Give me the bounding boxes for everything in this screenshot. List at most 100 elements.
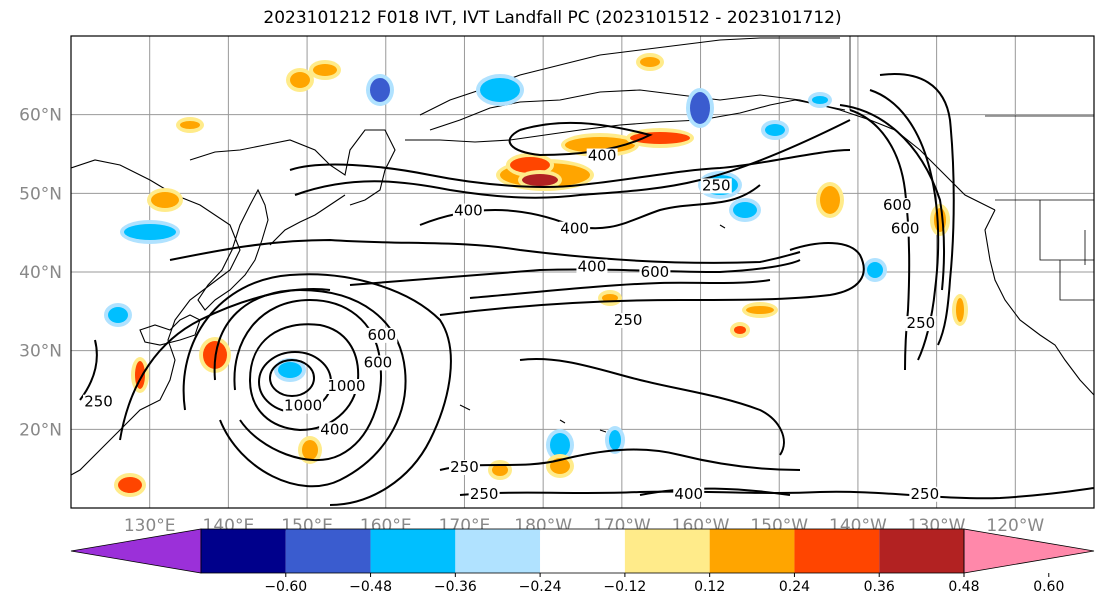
- colorbar-segment: [370, 529, 456, 573]
- colorbar-tick-label: −0.36: [434, 579, 477, 595]
- shading-blob: [313, 64, 337, 76]
- contour-label: 250: [907, 314, 936, 332]
- shading-blob: [550, 433, 570, 457]
- contour-label: 600: [891, 220, 920, 238]
- shading-blob: [867, 262, 883, 278]
- contour-label-bg: [283, 398, 324, 414]
- contour-label: 1000: [284, 397, 322, 415]
- contour-label: 250: [614, 311, 643, 329]
- shading-blob: [690, 92, 710, 124]
- coastlines: [71, 37, 1094, 476]
- contour-label: 400: [454, 202, 483, 220]
- shading-blob: [734, 326, 746, 334]
- colorbar-segment: [709, 529, 795, 573]
- latitude-label: 60°N: [19, 106, 62, 126]
- contour-label: 250: [84, 393, 113, 411]
- contour-label: 250: [910, 485, 939, 503]
- colorbar-tick-label: 0.60: [1033, 579, 1064, 595]
- colorbar-frame: [200, 528, 965, 574]
- shading-blob: [124, 224, 176, 240]
- shading-blob: [370, 78, 390, 102]
- contour-label-bg: [366, 327, 398, 343]
- shading-blob: [510, 157, 550, 173]
- shading-blob: [640, 57, 660, 67]
- colorbar-tick-label: −0.60: [264, 579, 307, 595]
- contour-label-bg: [639, 264, 671, 280]
- shading-blob: [956, 298, 964, 322]
- contour-label-bg: [612, 312, 644, 328]
- colorbar-segment: [455, 529, 541, 573]
- latitude-label: 50°N: [19, 184, 62, 204]
- map-title: 2023101212 F018 IVT, IVT Landfall PC (20…: [263, 8, 842, 28]
- ivt-contours: [79, 73, 1094, 506]
- shading-blob: [118, 477, 142, 493]
- contour-label: 400: [320, 420, 349, 438]
- contour-label-bg: [559, 221, 591, 237]
- colorbar: [70, 528, 1095, 574]
- contour-label: 250: [702, 176, 731, 194]
- shading-blob: [746, 306, 774, 314]
- latitude-label: 30°N: [19, 342, 62, 362]
- shading-blob: [302, 440, 318, 460]
- colorbar-segment: [879, 529, 964, 573]
- shading-blob: [765, 124, 785, 136]
- shading-blob: [480, 78, 520, 102]
- colorbar-tick-label: 0.12: [694, 579, 725, 595]
- contour-label-bg: [452, 203, 484, 219]
- shading-blob: [151, 192, 179, 208]
- colorbar-segment: [540, 529, 625, 573]
- colorbar-segment: [201, 529, 286, 573]
- map-frame: [70, 35, 1095, 509]
- contour-label: 400: [588, 147, 617, 165]
- contour-label-bg: [326, 379, 367, 394]
- colorbar-tick-label: 0.36: [864, 579, 895, 595]
- shading-blob: [180, 121, 200, 129]
- contour-label: 400: [560, 220, 589, 238]
- latitude-label: 20°N: [19, 420, 62, 440]
- contour-label-bg: [909, 486, 941, 502]
- contour-label: 600: [364, 353, 393, 371]
- contour-label: 600: [883, 196, 912, 214]
- contour-label-bg: [468, 486, 500, 502]
- contour-labels: 400 400 400 400 600 250 250 600 600 250 1000 600 600…: [83, 147, 941, 503]
- colorbar-tick-labels: −0.60 −0.48 −0.36 −0.24 −0.12 0.12 0.24 0.36 0.4…: [264, 573, 1064, 595]
- contour-label: 250: [450, 458, 479, 476]
- contour-label: 600: [641, 263, 670, 281]
- latitude-label: 40°N: [19, 263, 62, 283]
- contour-label-bg: [889, 221, 921, 237]
- shading-blob: [602, 294, 618, 302]
- colorbar-tick-label: −0.24: [519, 579, 562, 595]
- contour-label-bg: [576, 259, 608, 275]
- contour-label-bg: [881, 198, 913, 214]
- shading-blob: [609, 430, 621, 450]
- colorbar-tick-label: −0.48: [349, 579, 392, 595]
- contour-label-bg: [83, 394, 115, 410]
- colorbar-tick-label: 0.24: [779, 579, 810, 595]
- colorbar-tick-label: −0.12: [603, 579, 646, 595]
- contour-label: 400: [578, 257, 607, 275]
- contour-label-bg: [905, 316, 937, 332]
- contour-label-bg: [319, 422, 351, 438]
- colorbar-segment: [624, 529, 710, 573]
- shading-blob: [733, 202, 757, 218]
- shading-blob: [820, 186, 840, 214]
- borders: [849, 36, 1094, 301]
- latitude-labels: 60°N 50°N 40°N 30°N 20°N: [19, 106, 62, 441]
- shading-blob: [812, 96, 828, 104]
- gridlines: [71, 36, 1094, 508]
- shading-blob: [630, 132, 690, 144]
- shading-blob: [108, 307, 128, 323]
- colorbar-tick-label: 0.48: [948, 579, 979, 595]
- colorbar-segment: [285, 529, 371, 573]
- longitude-label: 120°W: [986, 516, 1044, 536]
- shading-blob: [492, 464, 508, 476]
- map-plot-area: 400 400 400 400 600 250 250 600 600 250 1000 600 600…: [71, 36, 1094, 508]
- contour-label-bg: [362, 355, 394, 371]
- colorbar-segment: [794, 529, 880, 573]
- contour-label-bg: [448, 460, 480, 476]
- contour-label-bg: [700, 178, 732, 194]
- contour-label-bg: [673, 486, 705, 502]
- longitude-label: 130°E: [124, 516, 176, 536]
- contour-label: 600: [368, 326, 397, 344]
